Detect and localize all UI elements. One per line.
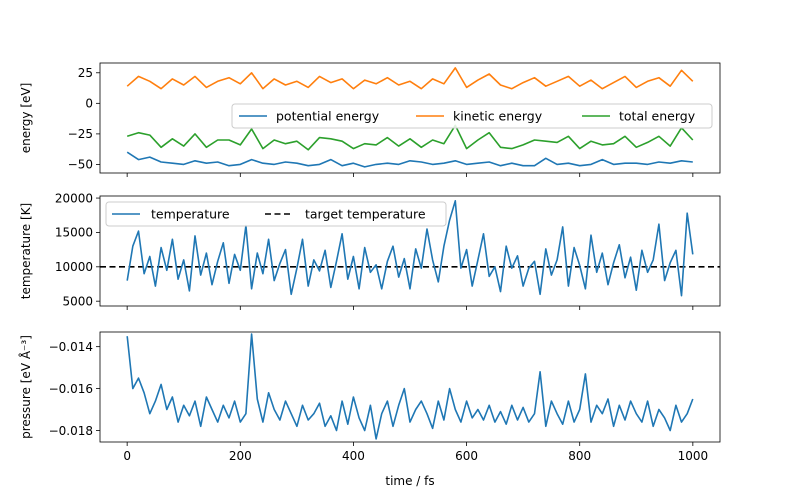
- y-tick-label: −50: [68, 158, 93, 172]
- legend-entry: kinetic energy: [453, 109, 543, 124]
- legend-entry: target temperature: [305, 207, 426, 222]
- plot-area: [126, 333, 694, 440]
- y-tick-label: −0.016: [49, 382, 93, 396]
- legend: temperature target temperature: [105, 201, 447, 227]
- y-axis-label: temperature [K]: [19, 203, 33, 299]
- y-tick-label: −25: [68, 127, 93, 141]
- legend-entry: potential energy: [276, 109, 380, 124]
- x-tick-label: 1000: [678, 449, 709, 463]
- series-line-pressure: [126, 333, 694, 440]
- y-tick-label: 20000: [55, 191, 93, 205]
- x-tick-label: 800: [568, 449, 591, 463]
- x-tick-label: 400: [342, 449, 365, 463]
- legend-box: [231, 103, 713, 129]
- panel-3: 0 200 400 600 800 1000 −0.014 −0.016 −0.018 press…: [18, 331, 721, 488]
- y-tick-label: −0.018: [49, 424, 93, 438]
- x-tick-label: 0: [123, 449, 131, 463]
- y-tick-label: 15000: [55, 226, 93, 240]
- axes-frame: [99, 195, 721, 307]
- legend-entry: total energy: [619, 109, 696, 124]
- axes-frame: [99, 62, 721, 174]
- legend: potential energy kinetic energy total ener…: [231, 103, 713, 129]
- legend-entry: temperature: [151, 207, 230, 222]
- series-line-kinetic-energy: [126, 67, 694, 90]
- y-tick-label: 0: [85, 97, 93, 111]
- series-line-potential-energy: [126, 151, 693, 168]
- plot-area: [126, 67, 694, 168]
- panel-1: 25 0 −25 −50 energy [eV] potential energy kine…: [19, 62, 721, 177]
- series-line-temperature: [126, 200, 694, 297]
- y-tick-label: −0.014: [49, 340, 93, 354]
- series-line-total-energy: [126, 124, 694, 151]
- panel-2: 20000 15000 10000 5000 temperature [K] temper…: [19, 191, 721, 310]
- y-tick-label: 5000: [62, 294, 93, 308]
- y-tick-label: 25: [78, 66, 93, 80]
- y-axis-label: pressure [eV Å⁻³]: [18, 335, 33, 439]
- y-axis-label: energy [eV]: [19, 83, 33, 154]
- x-tick-label: 600: [455, 449, 478, 463]
- axes-frame: [99, 331, 721, 443]
- x-axis-label: time / fs: [385, 474, 434, 488]
- y-tick-label: 10000: [55, 260, 93, 274]
- plot-area: [100, 200, 720, 297]
- x-tick-label: 200: [229, 449, 252, 463]
